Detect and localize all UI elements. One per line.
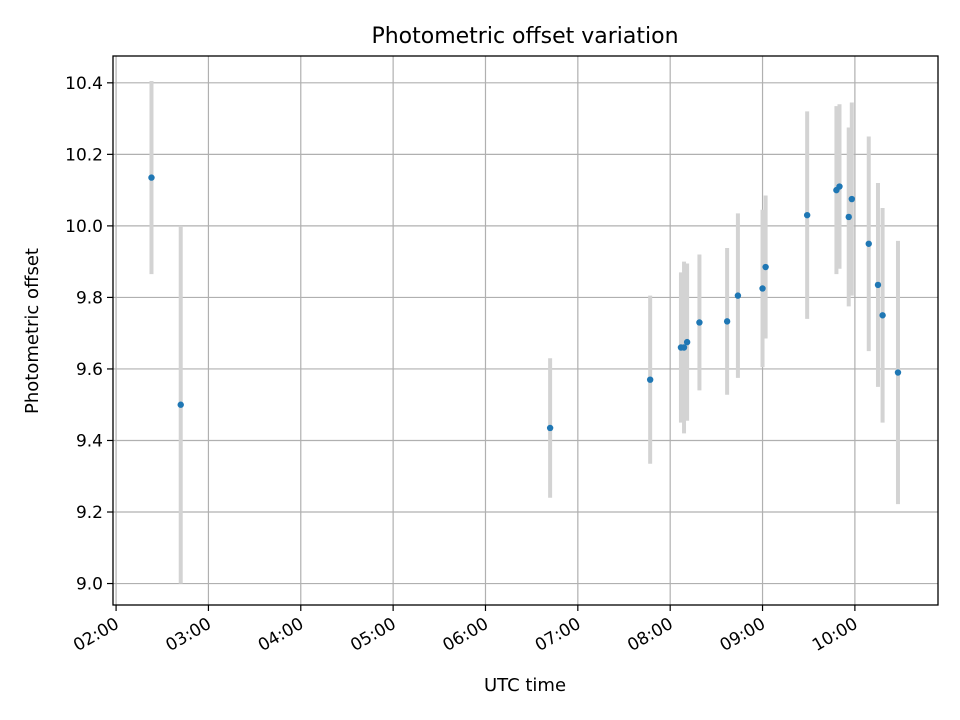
data-point bbox=[762, 263, 769, 271]
y-tick-label: 9.6 bbox=[76, 360, 103, 380]
y-tick-label: 10.2 bbox=[65, 145, 103, 165]
data-point bbox=[646, 376, 654, 383]
chart-title: Photometric offset variation bbox=[371, 24, 678, 49]
x-tick-label: 07:00 bbox=[532, 614, 584, 656]
x-tick-label: 03:00 bbox=[162, 614, 214, 656]
y-tick-label: 9.4 bbox=[76, 431, 103, 451]
data-point bbox=[734, 292, 742, 299]
data-point bbox=[848, 195, 856, 203]
y-tick-label: 9.2 bbox=[76, 503, 103, 523]
x-tick-label: 09:00 bbox=[717, 614, 769, 656]
data-point bbox=[803, 211, 811, 219]
data-point bbox=[177, 401, 184, 408]
x-tick-label: 06:00 bbox=[440, 614, 492, 656]
x-axis: 02:00 03:00 04:00 05:00 06:00 07:00 08:00 09:00… bbox=[70, 605, 861, 656]
x-tick-label: 02:00 bbox=[70, 614, 122, 656]
data-point bbox=[759, 285, 766, 292]
data-point bbox=[680, 344, 688, 351]
data-point bbox=[148, 174, 155, 181]
data-point bbox=[879, 312, 886, 319]
y-axis: 9.0 9.2 9.4 9.6 9.8 10.0 10.2 10.4 bbox=[65, 74, 113, 595]
y-axis-label: Photometric offset bbox=[22, 248, 43, 414]
x-axis-label: UTC time bbox=[484, 675, 566, 696]
x-tick-label: 04:00 bbox=[255, 614, 307, 656]
plot-frame bbox=[112, 55, 939, 606]
y-tick-label: 9.0 bbox=[76, 575, 103, 595]
y-tick-label: 9.8 bbox=[76, 288, 103, 308]
x-tick-label: 08:00 bbox=[624, 614, 676, 656]
data-point bbox=[696, 319, 703, 326]
data-point bbox=[845, 213, 852, 221]
data-point bbox=[874, 281, 882, 289]
x-tick-label: 10:00 bbox=[809, 614, 861, 656]
data-points bbox=[148, 174, 902, 432]
data-point bbox=[546, 424, 554, 432]
y-tick-label: 10.0 bbox=[65, 217, 103, 237]
data-point bbox=[865, 240, 872, 247]
errorbars bbox=[149, 81, 900, 584]
data-point bbox=[683, 338, 691, 346]
x-tick-label: 05:00 bbox=[347, 614, 399, 656]
data-point bbox=[836, 183, 843, 190]
grid bbox=[113, 56, 938, 605]
y-tick-label: 10.4 bbox=[65, 74, 103, 94]
data-point bbox=[894, 369, 902, 376]
data-point bbox=[723, 318, 731, 325]
